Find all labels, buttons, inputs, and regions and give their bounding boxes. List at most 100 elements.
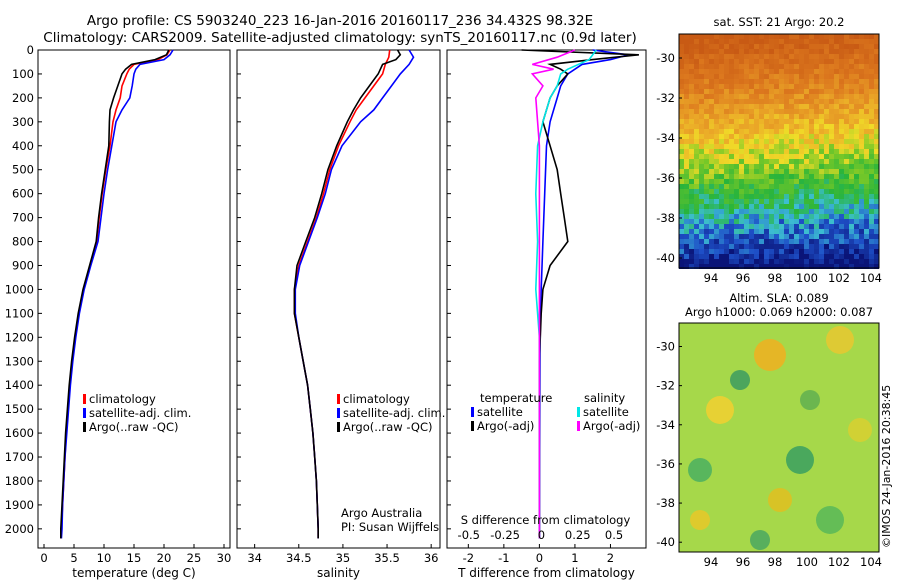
sst-cell xyxy=(769,264,774,269)
sla_map-ytick-label: -32 xyxy=(656,379,675,393)
sst-cell xyxy=(729,164,734,169)
sst-cell xyxy=(819,109,824,114)
sst-cell xyxy=(759,94,764,99)
sst-cell xyxy=(869,49,874,54)
sst-cell xyxy=(829,49,834,54)
sst-cell xyxy=(864,259,869,264)
sst-cell xyxy=(714,124,719,129)
sst-cell xyxy=(724,49,729,54)
sst-cell xyxy=(794,254,799,259)
sst-cell xyxy=(809,119,814,124)
sst-cell xyxy=(724,204,729,209)
sst-cell xyxy=(824,214,829,219)
sst-cell xyxy=(694,229,699,234)
sst-cell xyxy=(774,239,779,244)
sst-cell xyxy=(814,184,819,189)
salinity-xtick-label: 36 xyxy=(424,551,439,565)
sst-cell xyxy=(849,89,854,94)
sst-cell xyxy=(704,39,709,44)
sst-cell xyxy=(789,199,794,204)
sst-cell xyxy=(679,239,684,244)
sst-cell xyxy=(704,209,709,214)
sst-cell xyxy=(774,164,779,169)
sst-cell xyxy=(734,144,739,149)
sst-cell xyxy=(849,249,854,254)
sst-cell xyxy=(819,234,824,239)
sst-cell xyxy=(794,219,799,224)
sst-cell xyxy=(724,174,729,179)
sst-cell xyxy=(804,54,809,59)
sst-cell xyxy=(829,199,834,204)
sst-cell xyxy=(709,214,714,219)
sst_map-ytick-label: -40 xyxy=(656,251,675,265)
sst-cell xyxy=(699,39,704,44)
sst-cell xyxy=(854,129,859,134)
salinity-xlabel: salinity xyxy=(317,566,360,580)
sst-cell xyxy=(749,64,754,69)
sla_map-xtick-label: 102 xyxy=(828,555,850,569)
sst-cell xyxy=(874,114,879,119)
sst-cell xyxy=(774,259,779,264)
temperature-ytick-label: 300 xyxy=(12,115,34,129)
sla_map-ytick-label: -34 xyxy=(656,418,675,432)
sst-cell xyxy=(744,194,749,199)
sst-cell xyxy=(854,64,859,69)
sst-cell xyxy=(724,104,729,109)
sst-cell xyxy=(804,124,809,129)
sst-cell xyxy=(759,254,764,259)
sst-cell xyxy=(759,69,764,74)
sst-cell xyxy=(829,39,834,44)
sst-cell xyxy=(699,209,704,214)
sst-cell xyxy=(844,249,849,254)
sst-cell xyxy=(719,119,724,124)
sst-cell xyxy=(744,264,749,269)
sst-cell xyxy=(854,54,859,59)
sst-cell xyxy=(789,209,794,214)
sst-cell xyxy=(764,74,769,79)
sst-cell xyxy=(724,139,729,144)
sst-cell xyxy=(794,194,799,199)
sst-cell xyxy=(819,144,824,149)
sla-blob xyxy=(848,418,872,442)
sst-cell xyxy=(874,164,879,169)
sst-cell xyxy=(784,79,789,84)
sst-cell xyxy=(794,114,799,119)
sst-cell xyxy=(694,144,699,149)
sst-cell xyxy=(784,104,789,109)
sst-cell xyxy=(684,154,689,159)
sst-cell xyxy=(759,164,764,169)
sst-cell xyxy=(714,54,719,59)
sst-cell xyxy=(799,184,804,189)
sst-cell xyxy=(769,219,774,224)
sla-blob xyxy=(730,370,750,390)
sst_map-ytick-label: -34 xyxy=(656,131,675,145)
sst-cell xyxy=(679,189,684,194)
sst-cell xyxy=(844,154,849,159)
sst-cell xyxy=(779,229,784,234)
sst-cell xyxy=(759,189,764,194)
sst-cell xyxy=(839,199,844,204)
sst-cell xyxy=(864,214,869,219)
sst-cell xyxy=(759,64,764,69)
sst-cell xyxy=(849,139,854,144)
sst-cell xyxy=(869,169,874,174)
sst-cell xyxy=(869,79,874,84)
sst-cell xyxy=(759,39,764,44)
sst-cell xyxy=(699,199,704,204)
sst-cell xyxy=(719,44,724,49)
sst-cell xyxy=(814,204,819,209)
sst-cell xyxy=(744,124,749,129)
sst-cell xyxy=(809,264,814,269)
sst-cell xyxy=(849,209,854,214)
sst-cell xyxy=(809,39,814,44)
sst-cell xyxy=(684,134,689,139)
sst-cell xyxy=(794,79,799,84)
sst-cell xyxy=(744,114,749,119)
sst-cell xyxy=(744,169,749,174)
sst-cell xyxy=(714,44,719,49)
sst-cell xyxy=(784,224,789,229)
sst-cell xyxy=(764,244,769,249)
sst-cell xyxy=(804,244,809,249)
sst-cell xyxy=(794,119,799,124)
sst-cell xyxy=(874,259,879,264)
